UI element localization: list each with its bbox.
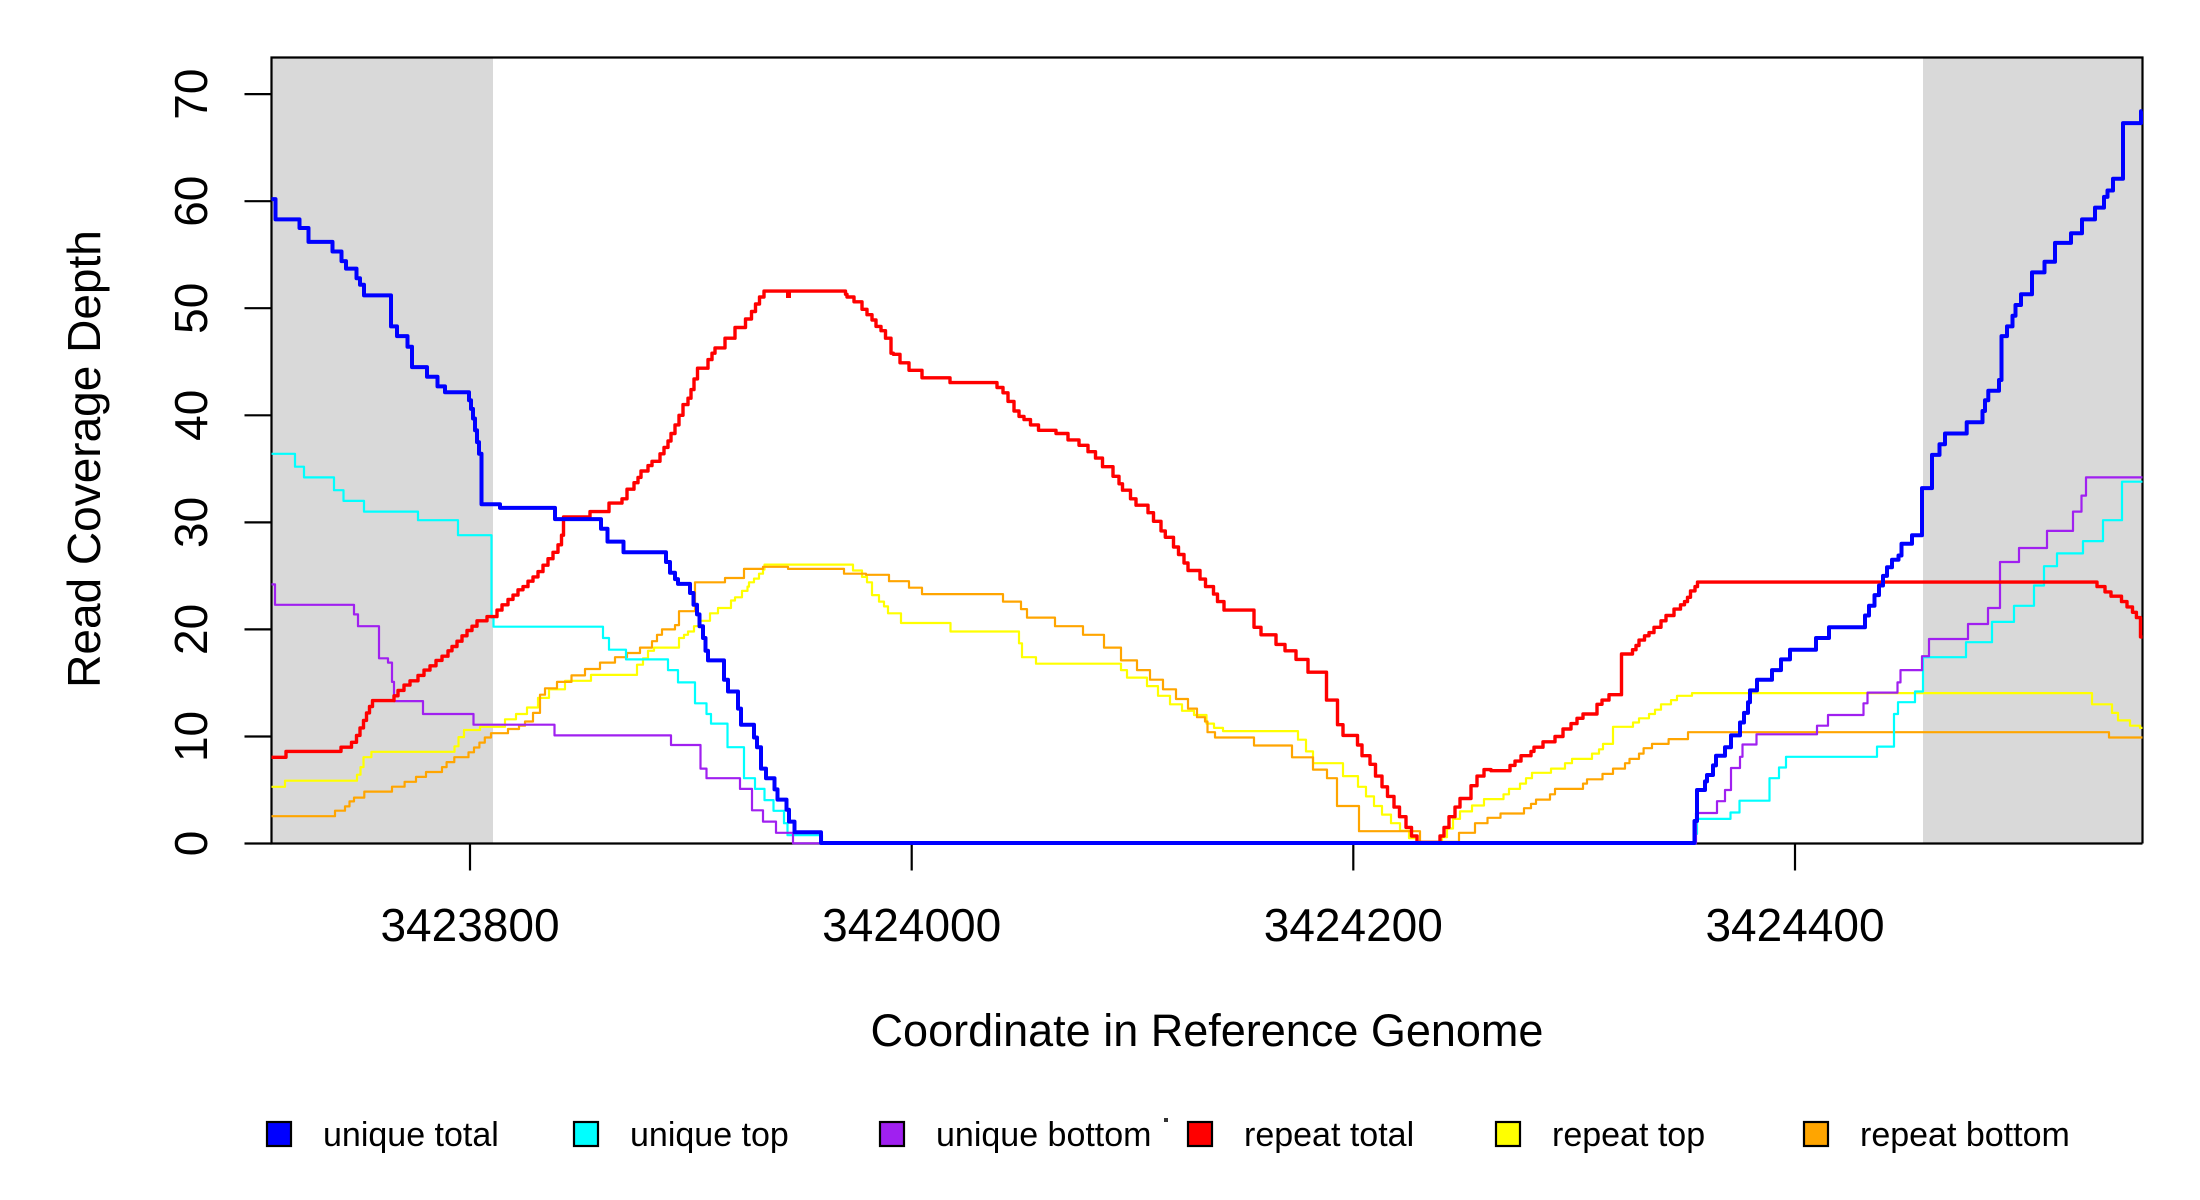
svg-text:70: 70 — [165, 69, 217, 120]
svg-text:Read Coverage Depth: Read Coverage Depth — [58, 230, 110, 688]
svg-text:10: 10 — [165, 711, 217, 762]
svg-text:unique total: unique total — [323, 1116, 499, 1154]
svg-text:3424000: 3424000 — [822, 899, 1001, 951]
svg-text:20: 20 — [165, 604, 217, 655]
svg-text:50: 50 — [165, 283, 217, 334]
svg-text:3424200: 3424200 — [1264, 899, 1443, 951]
svg-text:unique bottom: unique bottom — [936, 1116, 1152, 1154]
svg-text:30: 30 — [165, 497, 217, 548]
svg-text:40: 40 — [165, 390, 217, 441]
svg-text:3424400: 3424400 — [1705, 899, 1884, 951]
svg-text:repeat total: repeat total — [1244, 1116, 1414, 1154]
svg-text:Coordinate in Reference Genome: Coordinate in Reference Genome — [871, 1005, 1544, 1056]
svg-text:3423800: 3423800 — [380, 899, 559, 951]
svg-text:repeat top: repeat top — [1552, 1116, 1705, 1154]
svg-text:0: 0 — [165, 831, 217, 857]
svg-text:unique top: unique top — [630, 1116, 789, 1154]
svg-text:60: 60 — [165, 176, 217, 227]
svg-text:repeat bottom: repeat bottom — [1860, 1116, 2070, 1154]
